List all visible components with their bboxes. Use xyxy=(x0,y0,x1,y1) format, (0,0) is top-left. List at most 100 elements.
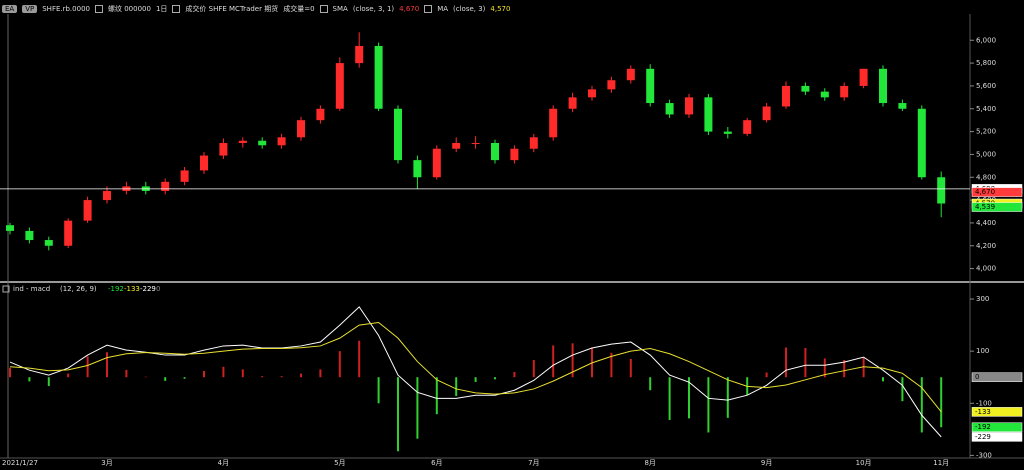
candle-body xyxy=(685,97,693,115)
histogram-bar xyxy=(610,352,613,378)
histogram-bar xyxy=(203,370,205,378)
candle-body xyxy=(762,106,771,121)
price-marker xyxy=(971,187,1023,197)
header-value: -229 xyxy=(140,285,156,293)
candle-body xyxy=(374,45,383,109)
x-tick-label: 2021/1/27 xyxy=(2,459,38,467)
value-marker xyxy=(971,407,1023,417)
x-tick-label: 4月 xyxy=(218,459,229,467)
value-marker-label: -192 xyxy=(975,423,991,431)
vp-button[interactable]: VP xyxy=(22,4,38,13)
dropdown[interactable] xyxy=(424,4,433,13)
candle-body xyxy=(238,140,247,144)
candle-body xyxy=(937,177,946,204)
candle-body xyxy=(432,148,441,178)
y-tick-label: 4,400 xyxy=(976,219,996,227)
candle-body xyxy=(103,190,111,201)
candle-body xyxy=(529,137,538,149)
histogram-bar xyxy=(474,377,477,382)
histogram-bar xyxy=(416,377,419,439)
ea-button[interactable]: EA xyxy=(2,4,18,13)
volume: 成交量=0 xyxy=(283,4,315,13)
histogram-bar xyxy=(688,377,690,419)
histogram-bar xyxy=(9,367,11,378)
candle-body xyxy=(510,148,519,161)
price-marker-label: 4,539 xyxy=(975,203,995,211)
candle-body xyxy=(840,85,849,98)
y-tick-label: -100 xyxy=(976,399,992,407)
histogram-bar xyxy=(86,356,89,378)
histogram-bar xyxy=(629,358,632,378)
histogram-bar xyxy=(144,376,147,378)
candle-body xyxy=(646,68,655,104)
candle-body xyxy=(6,225,14,231)
candle-body xyxy=(297,120,305,138)
x-tick-label: 11月 xyxy=(933,459,949,467)
ma-value: 4,570 xyxy=(490,4,511,13)
value-marker xyxy=(971,422,1023,432)
candle-body xyxy=(355,45,364,64)
sma-params: (close, 3, 1) xyxy=(352,4,395,13)
histogram-bar xyxy=(397,377,399,452)
value-marker xyxy=(971,372,1023,382)
period[interactable]: 1日 xyxy=(155,4,168,13)
histogram-bar xyxy=(920,377,923,433)
macd-line xyxy=(9,306,942,438)
candle-body xyxy=(44,240,53,246)
candle-body xyxy=(316,108,325,121)
histogram-bar xyxy=(707,377,710,433)
sma-name: SMA xyxy=(332,4,348,13)
value-marker-label: -229 xyxy=(975,433,991,441)
candle-body xyxy=(917,108,926,178)
x-tick-label: 6月 xyxy=(431,459,442,467)
dropdown[interactable] xyxy=(172,4,181,13)
header-value: -133 xyxy=(124,285,140,293)
candle-body xyxy=(898,103,907,109)
histogram-bar xyxy=(67,373,70,378)
value-marker xyxy=(971,432,1023,442)
candle-body xyxy=(452,143,461,149)
y-tick-label: 300 xyxy=(976,295,989,303)
candle-body xyxy=(665,103,674,115)
histogram-bar xyxy=(358,340,361,378)
value-marker-label: 0 xyxy=(975,373,979,381)
ma-params: (close, 3) xyxy=(453,4,486,13)
price-marker-label: 4,670 xyxy=(975,188,995,196)
histogram-bar xyxy=(28,377,31,382)
candle-body xyxy=(161,181,170,191)
candle-body xyxy=(413,160,422,178)
dropdown[interactable] xyxy=(319,4,328,13)
x-tick-label: 5月 xyxy=(334,459,345,467)
histogram-bar xyxy=(494,377,496,380)
histogram-bar xyxy=(377,377,380,404)
y-tick-label: 5,600 xyxy=(976,82,996,90)
symbol[interactable]: SHFE.rb.0000 xyxy=(42,4,90,13)
x-tick-label: 3月 xyxy=(101,459,112,467)
candle-body xyxy=(723,131,732,134)
histogram-bar xyxy=(785,347,787,378)
dropdown[interactable] xyxy=(94,4,103,13)
y-tick-label: 5,200 xyxy=(976,128,996,136)
source: 成交价 SHFE MCTrader 期货 xyxy=(185,4,279,13)
histogram-bar xyxy=(513,372,516,378)
candle-body xyxy=(801,85,810,92)
histogram-bar xyxy=(319,369,322,378)
candle-body xyxy=(782,85,790,107)
histogram-bar xyxy=(300,373,302,378)
candle-body xyxy=(200,155,208,171)
candle-body xyxy=(820,91,829,98)
histogram-bar xyxy=(222,366,225,378)
histogram-bar xyxy=(280,376,283,378)
y-tick-label: 4,800 xyxy=(976,173,996,181)
histogram-bar xyxy=(435,377,438,415)
x-tick-label: 7月 xyxy=(528,459,539,467)
y-tick-label: 6,000 xyxy=(976,36,996,44)
candle-body xyxy=(607,80,616,90)
y-tick-label: -300 xyxy=(976,451,992,459)
candle-body xyxy=(588,89,596,98)
contract: 螺纹 000000 xyxy=(107,4,151,13)
histogram-bar xyxy=(765,372,768,378)
y-tick-label: 4,200 xyxy=(976,242,996,250)
dropdown[interactable] xyxy=(2,285,10,293)
candle-body xyxy=(491,143,499,161)
